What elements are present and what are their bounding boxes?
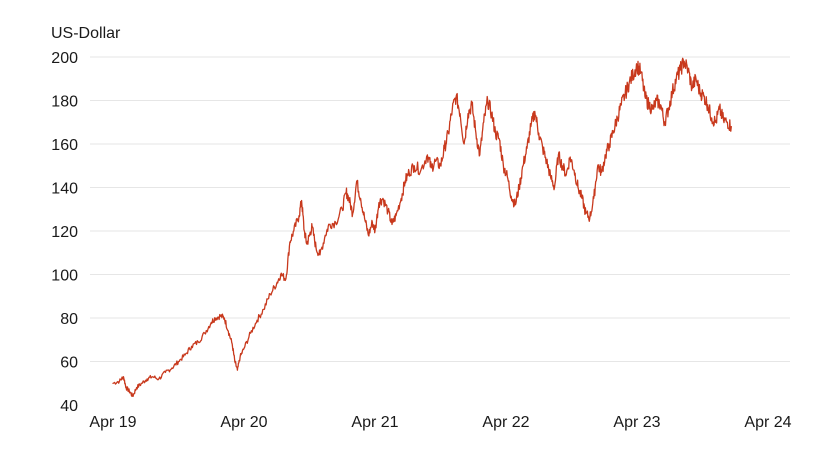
y-tick-label: 200 bbox=[51, 50, 78, 67]
x-tick-label: Apr 20 bbox=[220, 414, 267, 431]
y-tick-label: 180 bbox=[51, 94, 78, 111]
x-tick-label: Apr 24 bbox=[744, 414, 791, 431]
y-tick-label: 80 bbox=[60, 311, 78, 328]
x-tick-label: Apr 21 bbox=[351, 414, 398, 431]
y-axis-unit-label: US-Dollar bbox=[51, 25, 121, 42]
x-tick-label: Apr 22 bbox=[482, 414, 529, 431]
y-tick-label: 140 bbox=[51, 181, 78, 198]
y-tick-label: 120 bbox=[51, 224, 78, 241]
y-tick-label: 160 bbox=[51, 137, 78, 154]
y-tick-label: 100 bbox=[51, 268, 78, 285]
y-tick-labels: 40 60 80 100 120 140 160 180 200 bbox=[51, 50, 78, 415]
x-tick-label: Apr 23 bbox=[613, 414, 660, 431]
x-tick-label: Apr 19 bbox=[89, 414, 136, 431]
price-line-series bbox=[112, 57, 732, 398]
y-tick-label: 40 bbox=[60, 398, 78, 415]
y-gridlines bbox=[90, 56, 790, 362]
y-tick-label: 60 bbox=[60, 355, 78, 372]
x-tick-labels: Apr 19 Apr 20 Apr 21 Apr 22 Apr 23 Apr 24 bbox=[89, 414, 791, 431]
